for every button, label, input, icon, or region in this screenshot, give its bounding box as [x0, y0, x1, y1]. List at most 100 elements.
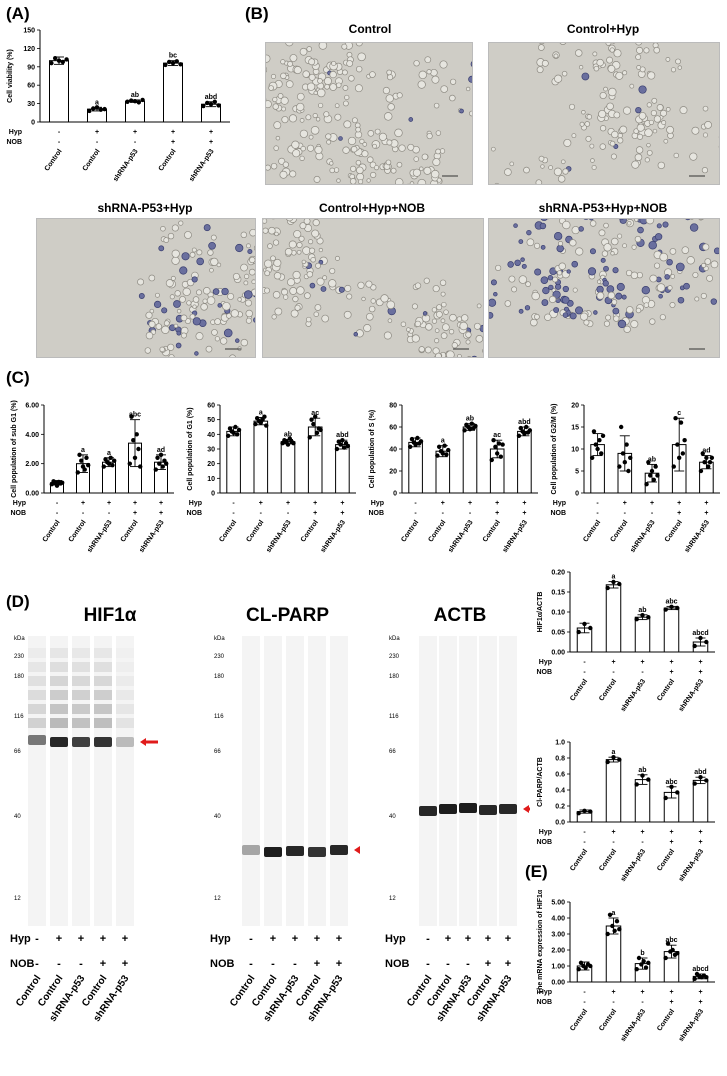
- cell: [465, 86, 471, 92]
- cell: [650, 109, 657, 117]
- data-point: [670, 947, 675, 953]
- nob-row-label: NOB: [536, 839, 552, 846]
- protein-band: [28, 735, 46, 745]
- nob-row-label: NOB: [6, 139, 22, 146]
- data-point: [704, 975, 709, 980]
- data-point: [669, 604, 674, 609]
- cell: [159, 346, 165, 353]
- cell: [448, 329, 455, 335]
- micrograph-control-hyp: [488, 42, 720, 185]
- cell: [192, 296, 200, 303]
- cell: [148, 274, 156, 282]
- cell: [154, 292, 160, 298]
- cell: [575, 247, 584, 256]
- protein-band: [50, 737, 68, 747]
- nob-row-label: NOB: [368, 510, 384, 517]
- cell: [248, 268, 255, 276]
- cell: [626, 220, 632, 226]
- data-point: [131, 438, 136, 443]
- hyp-sign: +: [505, 933, 511, 945]
- cell: [357, 52, 366, 62]
- nob-sign: +: [313, 510, 317, 517]
- data-point: [84, 455, 89, 460]
- significance-letter: ad: [702, 448, 710, 455]
- smear-band: [72, 718, 90, 728]
- hyp-sign: +: [336, 933, 342, 945]
- cell: [226, 313, 232, 319]
- cell: [534, 268, 542, 276]
- nob-sign: +: [171, 139, 175, 146]
- cell: [317, 78, 323, 84]
- cell: [613, 144, 619, 149]
- data-point: [53, 56, 58, 61]
- nob-row-label: NOB: [536, 999, 552, 1006]
- cell: [173, 323, 179, 329]
- nob-sign: -: [293, 958, 297, 970]
- cell: [176, 330, 182, 336]
- hyp-sign: +: [495, 500, 499, 507]
- cell: [641, 286, 650, 295]
- cell: [296, 242, 303, 249]
- lane: [499, 636, 517, 926]
- nob-sign: -: [583, 669, 586, 676]
- hyp-row-label: Hyp: [13, 500, 26, 507]
- micrograph-title-control-hyp-nob: Control+Hyp+NOB: [318, 201, 425, 215]
- cell: [548, 165, 554, 170]
- nob-sign: -: [249, 958, 253, 970]
- cell: [660, 109, 667, 117]
- nob-sign: -: [271, 958, 275, 970]
- data-point: [589, 455, 595, 460]
- cell: [279, 170, 288, 179]
- data-point: [704, 455, 709, 460]
- cell: [647, 71, 656, 80]
- hyp-sign: +: [292, 933, 298, 945]
- cell: [145, 331, 154, 340]
- bar: [125, 100, 145, 123]
- cell: [349, 178, 357, 184]
- hyp-sign: +: [669, 659, 673, 666]
- nob-sign: +: [522, 510, 526, 517]
- data-point: [158, 452, 164, 458]
- data-point: [60, 59, 65, 65]
- cell: [606, 56, 614, 64]
- cell: [354, 84, 363, 93]
- cell: [603, 320, 611, 327]
- cell: [165, 279, 174, 288]
- hyp-sign: -: [249, 933, 253, 945]
- cell: [596, 279, 602, 284]
- hyp-sign: -: [583, 829, 586, 836]
- cell: [308, 134, 314, 140]
- cell: [310, 125, 320, 135]
- cell: [652, 128, 658, 134]
- cell: [613, 49, 622, 58]
- cell: [289, 170, 297, 178]
- cell: [366, 178, 371, 183]
- group-label: shRNA-p53: [86, 519, 113, 554]
- cell: [179, 295, 186, 303]
- data-point: [671, 464, 676, 469]
- nob-row-label: NOB: [385, 958, 410, 970]
- cell: [646, 149, 653, 156]
- cell: [343, 310, 352, 319]
- protein-band: [439, 804, 457, 814]
- significance-letter: a: [107, 450, 111, 457]
- cell: [606, 285, 615, 294]
- cell: [562, 285, 569, 293]
- group-label: Control: [569, 1008, 589, 1032]
- data-point: [94, 105, 100, 110]
- hyp-row-label: Hyp: [189, 500, 202, 507]
- cell: [617, 233, 623, 239]
- cell: [535, 179, 543, 184]
- cell: [617, 137, 624, 144]
- protein-band: [286, 846, 304, 856]
- cell: [706, 274, 714, 282]
- cell: [173, 300, 181, 308]
- cell: [229, 354, 236, 357]
- cell: [635, 54, 642, 61]
- ladder-mark: 116: [389, 714, 399, 720]
- hyp-sign: +: [133, 129, 137, 136]
- data-point: [435, 453, 440, 458]
- hyp-sign: -: [583, 989, 586, 996]
- cell: [353, 332, 359, 337]
- lane: [308, 636, 326, 926]
